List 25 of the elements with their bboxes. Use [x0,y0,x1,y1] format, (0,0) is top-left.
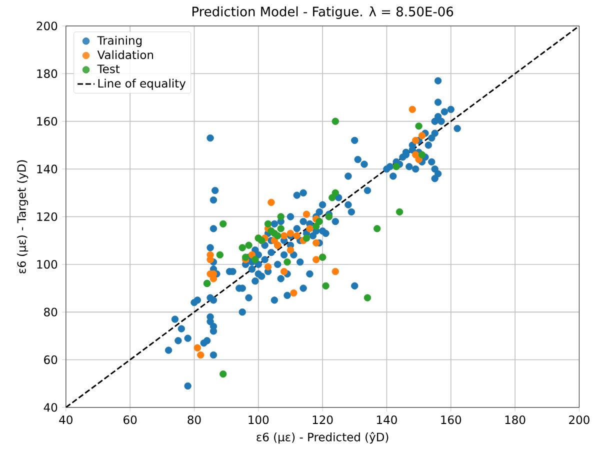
legend-label: Validation [97,50,154,59]
x-tick-label: 40 [59,415,72,424]
x-tick-label: 60 [124,415,137,424]
x-tick-label: 140 [377,415,397,424]
legend-label: Test [97,64,120,74]
y-tick-label: 60 [44,355,58,364]
chart-title: Prediction Model - Fatigue. λ = 8.50E-06 [192,6,454,19]
x-axis-title: ε6 (με) - Predicted (ŷD) [256,432,388,444]
y-tick-label: 160 [37,116,58,126]
y-tick-label: 200 [36,21,58,30]
y-tick-label: 120 [37,212,58,221]
legend-label: Training [97,36,142,47]
y-tick-label: 40 [44,402,58,412]
x-tick-label: 120 [312,415,333,424]
x-tick-label: 180 [505,415,526,424]
y-tick-label: 80 [44,308,58,316]
y-tick-label: 100 [37,260,58,269]
x-tick-label: 100 [248,415,269,424]
y-axis-title: ε6 (με) - Target (yD) [17,160,28,274]
legend-label: Line of equality [98,78,186,90]
y-tick-label: 180 [37,69,58,78]
y-tick-label: 140 [37,164,58,174]
x-tick-label: 200 [569,415,590,424]
x-tick-label: 80 [188,415,201,424]
x-tick-label: 160 [441,415,462,424]
